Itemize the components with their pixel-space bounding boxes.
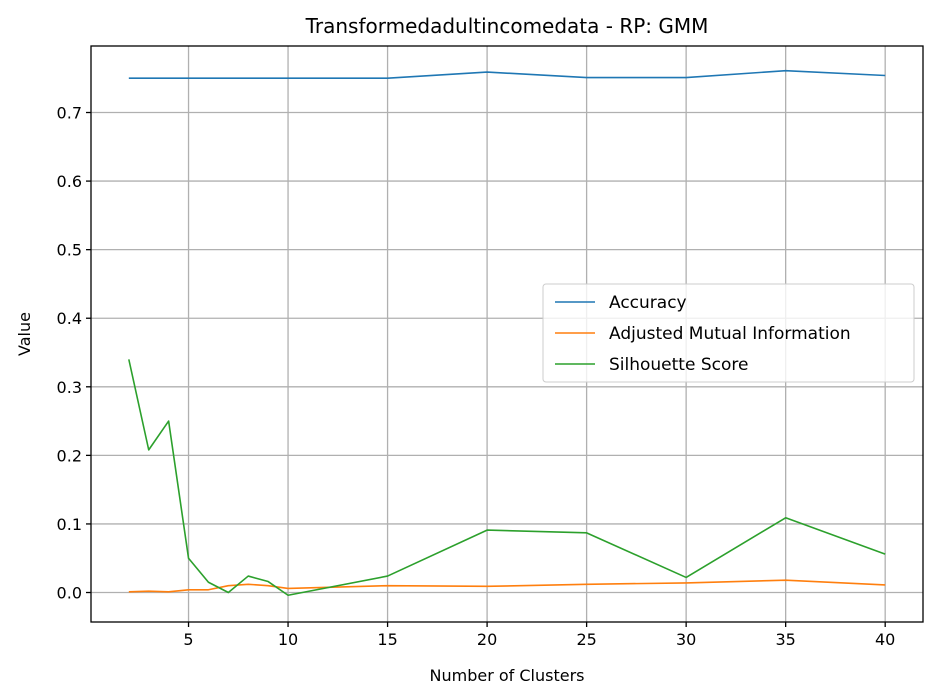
legend-box — [542, 283, 915, 383]
x-tick-label: 40 — [875, 630, 895, 649]
series-line-adjusted-mutual-information — [128, 579, 886, 593]
y-tick-label: 0.5 — [57, 241, 82, 260]
y-tick-label: 0.6 — [57, 172, 82, 191]
legend-entry: Silhouette Score — [609, 355, 748, 375]
legend-entry: Accuracy — [609, 293, 687, 313]
series-line-silhouette-score — [128, 359, 886, 597]
y-tick-label: 0.0 — [57, 584, 82, 603]
x-tick-label: 10 — [278, 630, 298, 649]
x-tick-label: 20 — [477, 630, 497, 649]
series-line-accuracy — [128, 69, 886, 80]
y-axis: 0.0 0.1 0.2 0.3 0.4 0.5 0.6 0.7 — [57, 104, 91, 603]
y-tick-label: 0.7 — [57, 104, 82, 123]
x-tick-label: 35 — [775, 630, 795, 649]
x-axis-label: Number of Clusters — [430, 666, 585, 685]
chart-title: Transformedadultincomedata - RP: GMM — [305, 14, 709, 38]
y-tick-label: 0.3 — [57, 378, 82, 397]
x-tick-label: 30 — [676, 630, 696, 649]
y-tick-label: 0.1 — [57, 515, 82, 534]
y-tick-label: 0.2 — [57, 446, 82, 465]
y-axis-label: Value — [15, 312, 34, 356]
series-lines — [128, 69, 886, 597]
plot-frame — [90, 45, 924, 623]
x-tick-label: 25 — [576, 630, 596, 649]
legend: Accuracy Adjusted Mutual Information Silho… — [542, 283, 915, 383]
x-tick-label: 5 — [183, 630, 193, 649]
x-tick-label: 15 — [377, 630, 397, 649]
y-tick-label: 0.4 — [57, 309, 82, 328]
legend-entry: Adjusted Mutual Information — [609, 324, 851, 344]
x-axis: 5 10 15 20 25 30 35 40 — [183, 622, 895, 649]
